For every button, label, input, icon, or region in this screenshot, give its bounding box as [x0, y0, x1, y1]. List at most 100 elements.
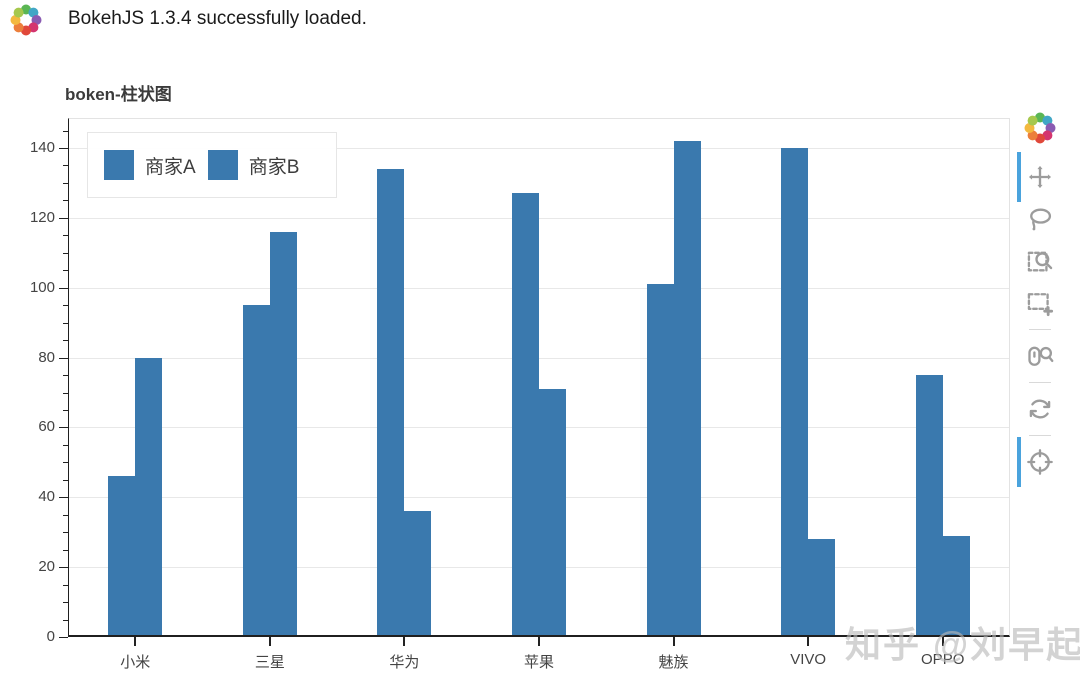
- y-major-tick: [59, 567, 68, 569]
- bar-series-a: [781, 148, 809, 637]
- bar-series-b: [942, 535, 970, 637]
- bar-series-b: [808, 539, 836, 637]
- bokehjs-status-header: BokehJS 1.3.4 successfully loaded.: [0, 0, 1080, 42]
- crosshair-icon: [1027, 449, 1053, 475]
- bar-series-b: [135, 357, 163, 637]
- y-major-tick: [59, 357, 68, 359]
- toolbar-divider: [1029, 435, 1051, 436]
- bokeh-logo-icon: [10, 4, 42, 36]
- crosshair-tool-button[interactable]: [1017, 437, 1056, 487]
- y-tick-label: 60: [38, 418, 55, 436]
- wheel-zoom-tool-button[interactable]: [1024, 335, 1056, 377]
- toolbar-divider: [1029, 382, 1051, 383]
- bar-series-a: [108, 476, 136, 637]
- x-major-tick: [807, 637, 810, 646]
- x-tick-label: VIVO: [790, 651, 827, 668]
- y-minor-tick: [63, 340, 68, 342]
- y-tick-label: 100: [29, 278, 55, 296]
- wheel-zoom-icon: [1028, 346, 1054, 366]
- legend[interactable]: 商家A 商家B: [87, 132, 337, 198]
- box-zoom-tool-button[interactable]: [1024, 240, 1056, 282]
- y-minor-tick: [63, 409, 68, 411]
- y-gridline: [68, 287, 1010, 289]
- y-major-tick: [59, 287, 68, 289]
- bar-series-a: [377, 168, 405, 637]
- legend-entry-series-a[interactable]: 商家A: [104, 150, 196, 180]
- y-minor-tick: [63, 270, 68, 272]
- legend-swatch-a: [104, 150, 134, 180]
- y-major-tick: [59, 427, 68, 429]
- bokeh-logo-icon[interactable]: [1022, 110, 1058, 146]
- x-major-tick: [538, 637, 540, 646]
- legend-label-a: 商家A: [145, 156, 196, 178]
- y-minor-tick: [63, 514, 68, 516]
- box-select-tool-button[interactable]: [1024, 282, 1056, 324]
- bokeh-toolbar: [1017, 110, 1062, 487]
- y-gridline: [68, 148, 1010, 149]
- y-tick-label: 20: [38, 558, 55, 576]
- x-major-tick: [134, 637, 137, 646]
- x-tick-label: OPPO: [921, 651, 965, 668]
- y-minor-tick: [63, 462, 68, 464]
- y-minor-tick: [63, 619, 68, 621]
- y-tick-label: 120: [29, 208, 55, 226]
- y-major-tick: [59, 217, 68, 219]
- reset-icon: [1029, 399, 1051, 419]
- bar-series-b: [404, 511, 432, 637]
- x-major-tick: [403, 637, 406, 646]
- y-minor-tick: [63, 200, 68, 202]
- watermark: 知乎 @刘早起: [845, 624, 1080, 665]
- y-minor-tick: [63, 584, 68, 586]
- lasso-select-tool-button[interactable]: [1024, 198, 1056, 240]
- x-major-tick: [941, 637, 944, 646]
- box-zoom-icon: [1027, 251, 1053, 272]
- y-minor-tick: [63, 182, 68, 184]
- bar-series-b: [269, 231, 297, 637]
- toolbar-divider: [1029, 329, 1051, 330]
- y-tick-label: 140: [29, 139, 55, 156]
- y-minor-tick: [63, 322, 68, 324]
- bar-series-b: [539, 389, 566, 637]
- y-minor-tick: [63, 602, 68, 604]
- y-minor-tick: [63, 549, 68, 551]
- y-minor-tick: [63, 444, 68, 446]
- y-minor-tick: [63, 375, 68, 377]
- bar-series-a: [915, 375, 943, 637]
- y-major-tick: [59, 148, 68, 149]
- lasso-select-icon: [1030, 208, 1052, 231]
- y-minor-tick: [63, 305, 68, 307]
- plot-frame: [68, 118, 1010, 637]
- x-major-tick: [268, 637, 271, 646]
- y-tick-label: 0: [46, 628, 55, 645]
- bar-series-a: [242, 305, 270, 637]
- y-major-tick: [59, 637, 68, 638]
- reset-tool-button[interactable]: [1024, 388, 1056, 430]
- y-minor-tick: [63, 130, 68, 132]
- y-minor-tick: [63, 252, 68, 254]
- pan-icon: [1028, 165, 1052, 189]
- y-gridline: [68, 217, 1010, 219]
- x-tick-label: 小米: [120, 654, 151, 671]
- y-major-tick: [59, 497, 68, 499]
- x-tick-label: 华为: [389, 654, 420, 671]
- legend-swatch-b: [207, 150, 238, 180]
- bar-series-a: [512, 193, 539, 637]
- legend-entry-series-b[interactable]: 商家B: [207, 150, 300, 180]
- bar-series-a: [646, 284, 674, 637]
- y-minor-tick: [63, 479, 68, 481]
- box-select-icon: [1027, 293, 1054, 317]
- y-minor-tick: [63, 165, 68, 167]
- y-tick-label: 80: [38, 348, 55, 366]
- y-minor-tick: [63, 532, 68, 534]
- x-tick-label: 魅族: [658, 654, 689, 671]
- y-gridline: [68, 357, 1010, 359]
- legend-label-b: 商家B: [248, 156, 300, 178]
- y-minor-tick: [63, 235, 68, 237]
- x-tick-label: 三星: [254, 654, 285, 671]
- bokehjs-status-text: BokehJS 1.3.4 successfully loaded.: [68, 8, 367, 29]
- chart-title: boken-柱状图: [65, 85, 172, 104]
- pan-tool-button[interactable]: [1017, 152, 1056, 202]
- x-major-tick: [672, 637, 675, 646]
- y-minor-tick: [63, 392, 68, 394]
